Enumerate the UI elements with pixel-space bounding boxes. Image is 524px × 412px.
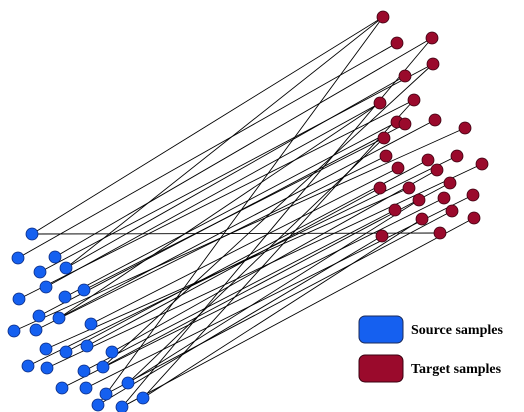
edge bbox=[65, 16, 384, 269]
edge bbox=[86, 187, 381, 347]
legend-swatch-target bbox=[358, 354, 404, 383]
source-node bbox=[7, 324, 21, 338]
source-node bbox=[48, 250, 62, 264]
target-node bbox=[398, 69, 412, 83]
source-node bbox=[77, 364, 91, 378]
edge bbox=[90, 167, 399, 325]
edge bbox=[54, 37, 433, 258]
edge bbox=[65, 159, 429, 353]
source-node bbox=[105, 345, 119, 359]
edge bbox=[127, 199, 420, 384]
source-node bbox=[99, 387, 113, 401]
source-node bbox=[52, 311, 66, 325]
edge bbox=[31, 232, 441, 235]
legend-swatch-source bbox=[358, 315, 404, 344]
target-node bbox=[377, 131, 391, 145]
source-node bbox=[80, 339, 94, 353]
edge bbox=[45, 102, 381, 288]
target-node bbox=[428, 113, 442, 127]
target-node bbox=[443, 176, 457, 190]
target-node bbox=[388, 203, 402, 217]
target-node bbox=[379, 149, 393, 163]
target-node bbox=[373, 96, 387, 110]
nodes-layer bbox=[7, 10, 489, 412]
target-node bbox=[412, 193, 426, 207]
edge bbox=[13, 127, 466, 332]
target-node bbox=[437, 191, 451, 205]
target-node bbox=[373, 181, 387, 195]
source-node bbox=[39, 280, 53, 294]
edge bbox=[121, 37, 433, 408]
source-node bbox=[59, 345, 73, 359]
source-node bbox=[21, 359, 35, 373]
target-node bbox=[421, 153, 435, 167]
target-node bbox=[398, 117, 412, 131]
source-node bbox=[55, 381, 69, 395]
target-node bbox=[425, 31, 439, 45]
edge bbox=[102, 63, 434, 368]
legend: Source samples Target samples bbox=[358, 315, 503, 383]
target-node bbox=[426, 57, 440, 71]
source-node bbox=[25, 227, 39, 241]
source-node bbox=[136, 391, 150, 405]
source-node bbox=[33, 265, 47, 279]
source-node bbox=[32, 309, 46, 323]
edge bbox=[65, 75, 406, 269]
edge bbox=[121, 217, 475, 408]
target-node bbox=[466, 188, 480, 202]
source-node bbox=[91, 398, 105, 412]
source-node bbox=[40, 361, 54, 375]
target-node bbox=[391, 161, 405, 175]
edge bbox=[31, 16, 384, 235]
edge bbox=[142, 218, 423, 399]
edge bbox=[58, 102, 381, 319]
edge bbox=[111, 169, 438, 353]
target-node bbox=[433, 226, 447, 240]
legend-label-source: Source samples bbox=[411, 323, 503, 338]
target-node bbox=[430, 163, 444, 177]
source-node bbox=[58, 290, 72, 304]
legend-label-target: Target samples bbox=[411, 362, 502, 377]
edge bbox=[142, 99, 415, 399]
target-node bbox=[402, 181, 416, 195]
target-node bbox=[376, 10, 390, 24]
target-node bbox=[415, 212, 429, 226]
source-node bbox=[96, 360, 110, 374]
source-node bbox=[115, 400, 129, 412]
edge bbox=[97, 16, 384, 406]
edge bbox=[17, 42, 398, 259]
source-node bbox=[12, 292, 26, 306]
target-node bbox=[450, 149, 464, 163]
edge bbox=[46, 163, 483, 369]
edge bbox=[18, 99, 415, 300]
edge bbox=[105, 210, 453, 395]
source-node bbox=[121, 376, 135, 390]
target-node bbox=[375, 229, 389, 243]
edge bbox=[38, 123, 406, 317]
source-node bbox=[84, 317, 98, 331]
source-node bbox=[77, 283, 91, 297]
target-node bbox=[445, 204, 459, 218]
source-node bbox=[79, 381, 93, 395]
edge bbox=[127, 137, 385, 384]
target-node bbox=[458, 121, 472, 135]
source-node bbox=[11, 251, 25, 265]
edge bbox=[64, 121, 398, 298]
source-node bbox=[59, 261, 73, 275]
edge bbox=[39, 63, 434, 273]
target-node bbox=[475, 157, 489, 171]
edges-layer bbox=[13, 16, 483, 408]
edge bbox=[35, 155, 387, 331]
edge bbox=[58, 119, 436, 319]
target-node bbox=[390, 36, 404, 50]
target-node bbox=[467, 211, 481, 225]
source-node bbox=[29, 323, 43, 337]
edge bbox=[97, 235, 383, 406]
edge bbox=[61, 197, 445, 389]
target-node bbox=[407, 93, 421, 107]
source-node bbox=[39, 342, 53, 356]
edge bbox=[83, 209, 396, 372]
